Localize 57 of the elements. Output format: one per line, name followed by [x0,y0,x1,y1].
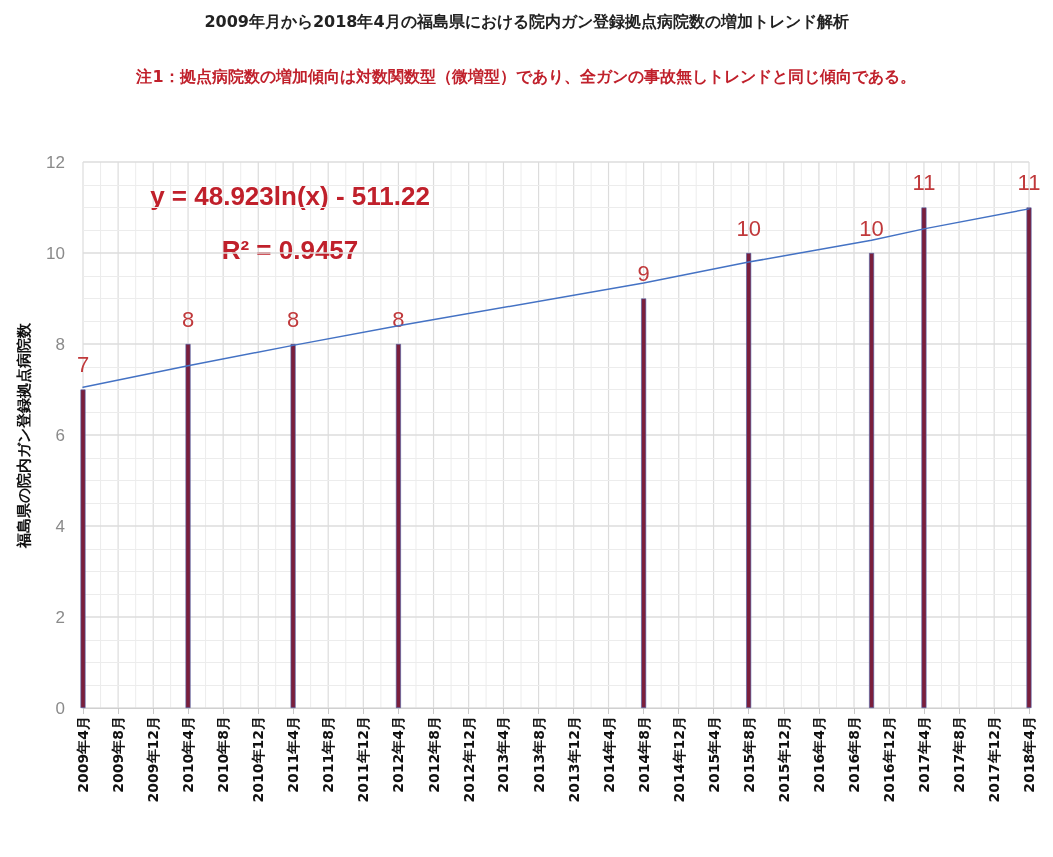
x-tick-label: 2018年4月 [1021,716,1037,793]
y-tick-label: 4 [55,516,65,536]
x-tick-label: 2015年4月 [705,716,722,793]
y-axis-title: 福島県の院内ガン登録拠点病院数 [14,321,33,549]
x-tick-label: 2009年12月 [145,716,162,803]
x-tick-label: 2012年12月 [460,716,477,803]
x-tick-label: 2014年12月 [670,716,687,803]
chart-title: 2009年月から2018年4月の福島県における院内ガン登録拠点病院数の増加トレンド解析 [204,11,849,31]
x-tick-label: 2012年8月 [425,716,442,793]
bar [395,344,401,708]
x-tick-label: 2016年12月 [881,716,898,803]
x-tick-label: 2011年12月 [355,716,372,803]
data-label: 8 [181,306,195,332]
data-label: 8 [392,306,405,332]
bar [1026,207,1032,708]
x-tick-label: 2010年12月 [250,716,267,803]
chart-subtitle: 注1：拠点病院数の増加傾向は対数関数型（微増型）であり、全ガンの事故無しトレンドと同じ傾向である。 [135,66,916,86]
x-tick-label: 2012年4月 [390,716,407,793]
data-label: 10 [859,215,884,241]
x-tick-label: 2014年4月 [600,716,617,793]
x-tick-label: 2013年12月 [565,716,582,803]
x-tick-label: 2013年8月 [530,716,547,793]
bar [80,389,86,708]
y-tick-label: 12 [46,152,65,172]
bar [185,344,191,708]
bar [921,207,927,708]
y-tick-label: 8 [55,334,65,354]
x-tick-label: 2016年8月 [846,716,863,793]
x-tick-label: 2017年4月 [915,716,932,793]
x-tick-label: 2013年4月 [495,716,512,793]
bar [746,253,752,708]
bar [869,253,875,708]
data-label: 8 [286,306,300,332]
x-tick-label: 2010年4月 [180,716,197,793]
y-tick-label: 10 [46,243,65,263]
x-tick-label: 2016年4月 [810,716,827,793]
y-tick-label: 2 [55,607,65,627]
bar [290,344,296,708]
x-tick-label: 2011年4月 [285,716,302,793]
data-label: 7 [76,352,90,377]
y-tick-label: 6 [55,425,65,445]
data-label: 10 [736,215,761,241]
y-tick-label: 0 [55,698,65,718]
data-label: 11 [912,170,936,195]
x-tick-label: 2011年8月 [320,716,337,793]
x-tick-label: 2009年8月 [110,716,127,793]
annotation: R² = 0.9457 [221,235,359,265]
x-tick-label: 2017年12月 [986,716,1003,803]
bar [641,298,647,708]
x-tick-label: 2014年8月 [635,716,652,793]
x-tick-label: 2010年8月 [215,716,232,793]
x-tick-label: 2009年4月 [75,716,91,793]
data-label: 11 [1017,170,1041,195]
x-tick-label: 2015年8月 [740,716,757,793]
x-tick-label: 2017年8月 [951,716,968,793]
x-tick-label: 2015年12月 [775,716,792,803]
data-label: 9 [637,261,650,286]
